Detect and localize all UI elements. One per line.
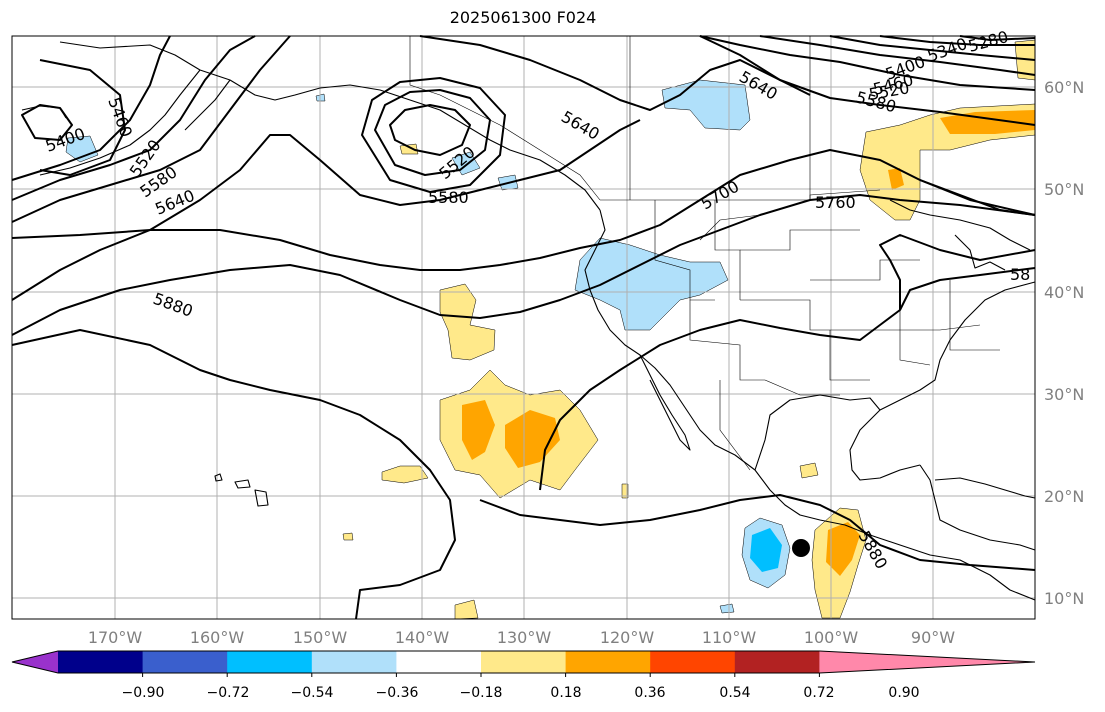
colorbar-outline [11,650,1036,674]
lon-label: 90°W [911,628,955,647]
colorbar-tick: −0.18 [460,685,503,701]
colorbar-segment [481,651,567,673]
colorbar-segment [650,651,736,673]
lon-label: 140°W [395,628,450,647]
colorbar-segment [311,651,397,673]
contour-label: 5580 [428,188,469,207]
location-marker [792,539,810,557]
colorbar-tick: 0.72 [803,685,834,701]
lat-label: 40°N [1044,283,1084,302]
lon-label: 170°W [88,628,143,647]
coastlines [21,41,1036,601]
borders [409,36,1000,471]
colorbar-tick: 0.54 [719,685,750,701]
lon-label: 130°W [497,628,552,647]
colorbar-segment [734,651,820,673]
lon-label: 110°W [702,628,757,647]
lat-label: 10°N [1044,589,1084,608]
lon-label: 120°W [600,628,655,647]
contour-label: 5760 [815,193,856,212]
colorbar-segment [227,651,313,673]
colorbar-tick: −0.36 [376,685,419,701]
colorbar-tick: −0.72 [207,685,250,701]
colorbar-tick-labels: −0.90 −0.72 −0.54 −0.36 −0.18 0.18 0.36 … [122,685,920,701]
colorbar-extend-min [12,651,58,673]
map-panel: 5400 5460 5520 5580 5640 5520 5580 5640 … [11,27,1036,620]
map-frame [11,35,1036,620]
colorbar-segment [565,651,651,673]
lat-label: 50°N [1044,180,1084,199]
positive-anomaly-shading [342,39,1036,620]
colorbar-segment [58,651,144,673]
colorbar-tick: −0.54 [291,685,334,701]
lon-label: 100°W [804,628,859,647]
map-title: 2025061300 F024 [449,8,597,27]
colorbar [11,650,1036,677]
height-contours [11,35,1036,620]
colorbar-tick: 0.18 [550,685,581,701]
colorbar-extend-max [819,651,1035,673]
lon-label: 160°W [190,628,245,647]
lon-label: 150°W [293,628,348,647]
colorbar-tick: 0.36 [634,685,665,701]
colorbar-segment [142,651,228,673]
lat-label: 30°N [1044,385,1084,404]
lat-label: 20°N [1044,487,1084,506]
colorbar-tick: −0.90 [122,685,165,701]
latitude-labels: 60°N 50°N 40°N 30°N 20°N 10°N [1044,78,1084,608]
lat-label: 60°N [1044,78,1084,97]
colorbar-tick: 0.90 [888,685,919,701]
longitude-labels: 170°W 160°W 150°W 140°W 130°W 120°W 110°… [88,628,955,647]
colorbar-segment [396,651,482,673]
contour-label: 58 [1010,265,1030,284]
